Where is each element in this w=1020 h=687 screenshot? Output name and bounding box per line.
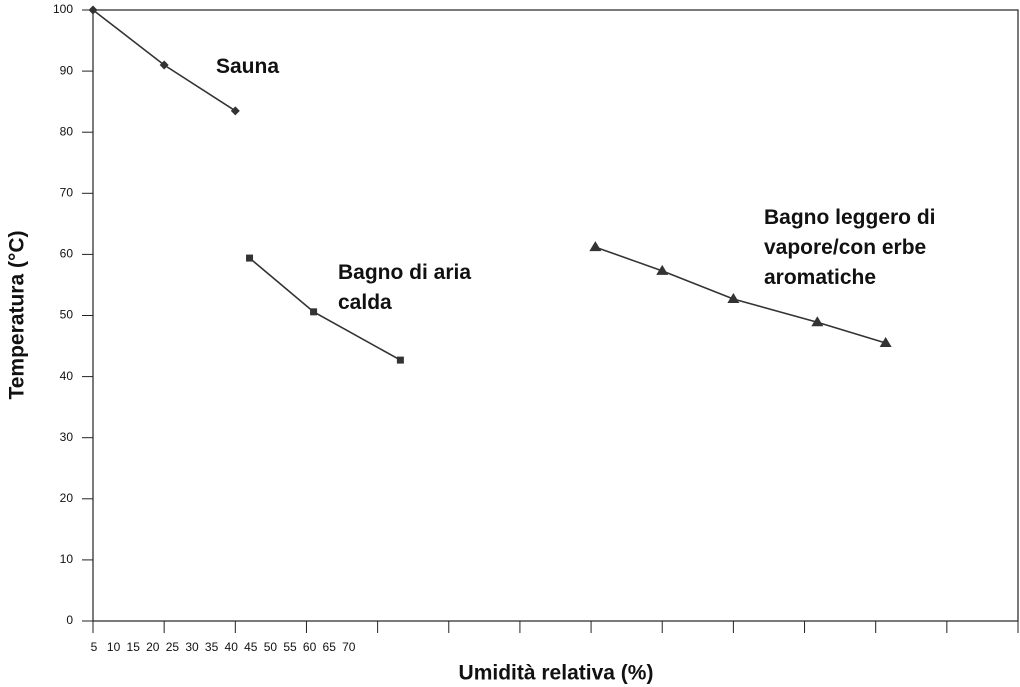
x-tick-label: 50 xyxy=(264,640,278,654)
x-tick-label: 45 xyxy=(244,640,258,654)
x-tick-label: 30 xyxy=(185,640,199,654)
point xyxy=(589,241,602,252)
y-tick-label: 100 xyxy=(53,2,73,16)
x-tick-label: 55 xyxy=(283,640,297,654)
x-tick-label: 65 xyxy=(323,640,337,654)
y-tick-label: 40 xyxy=(60,369,74,383)
point xyxy=(396,356,404,364)
x-tick-label: 15 xyxy=(127,640,141,654)
y-tick-label: 60 xyxy=(60,247,74,261)
y-axis-title: Temperatura (°C) xyxy=(6,230,29,399)
point xyxy=(88,5,98,15)
y-tick-label: 10 xyxy=(60,552,74,566)
plot-frame xyxy=(92,9,1019,622)
y-tick-label: 50 xyxy=(60,308,74,322)
point xyxy=(230,106,240,116)
x-tick-label: 40 xyxy=(225,640,239,654)
x-tick-label: 10 xyxy=(107,640,121,654)
y-tick-label: 80 xyxy=(60,124,74,138)
point xyxy=(246,254,254,262)
point xyxy=(811,316,824,327)
y-tick-label: 30 xyxy=(60,430,74,444)
x-tick-label: 60 xyxy=(303,640,317,654)
y-tick-label: 0 xyxy=(66,613,73,627)
x-tick-label: 35 xyxy=(205,640,219,654)
series-label: Bagno leggero di vapore/con erbe aromati… xyxy=(764,206,936,289)
point xyxy=(656,264,669,275)
series-line xyxy=(92,9,236,112)
point xyxy=(159,60,169,70)
y-tick-label: 70 xyxy=(60,185,74,199)
x-tick-label: 20 xyxy=(146,640,160,654)
x-tick-label: 25 xyxy=(166,640,180,654)
y-tick-label: 90 xyxy=(60,63,74,77)
series-label: Sauna xyxy=(216,55,280,78)
series-label: Bagno di aria calda xyxy=(338,261,472,314)
point xyxy=(879,336,892,347)
y-tick-label: 20 xyxy=(60,491,74,505)
x-tick-label: 5 xyxy=(91,640,98,654)
point xyxy=(310,308,318,316)
x-axis-title: Umidità relativa (%) xyxy=(459,662,654,685)
point xyxy=(727,293,740,304)
x-tick-label: 70 xyxy=(342,640,356,654)
